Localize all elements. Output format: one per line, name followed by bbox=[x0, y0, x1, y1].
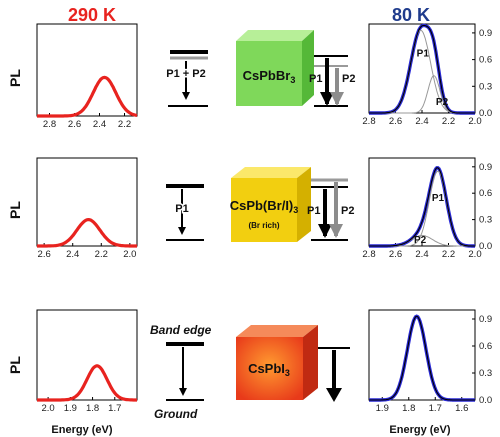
x-tick-label: 2.4 bbox=[415, 116, 428, 127]
material-label-row2: CsPb(Br/I)3 bbox=[230, 198, 299, 215]
chart-290k-row2: 2.6 2.4 2.2 2.0 bbox=[36, 157, 138, 260]
fit-component-p2 bbox=[369, 75, 475, 114]
x-tick-label: 2.8 bbox=[362, 249, 375, 260]
pl-curve-290k bbox=[37, 75, 138, 118]
chart-290k-row3: 2.0 1.9 1.8 1.7 bbox=[36, 309, 138, 414]
x-tick-label: 2.2 bbox=[118, 119, 131, 130]
x-tick-label: 1.8 bbox=[402, 403, 415, 414]
y-tick-label: 0.6 bbox=[479, 341, 492, 352]
x-tick-label: 2.4 bbox=[93, 119, 106, 130]
fit-total-80k bbox=[369, 315, 475, 401]
material-label-row1: CsPbBr3 bbox=[243, 68, 296, 85]
right-arrow-label-p2-row2: P2 bbox=[341, 205, 354, 217]
fit-total-80k bbox=[369, 24, 475, 114]
pl-label-row3: PL bbox=[7, 356, 23, 374]
y-tick-label: 0.0 bbox=[479, 395, 492, 406]
peak-label-p1: P1 bbox=[417, 49, 430, 60]
y-tick-label: 0.9 bbox=[479, 162, 492, 173]
chart-80k-row3: 1.9 1.8 1.7 1.6 0.0 0.3 0.6 0.9 bbox=[368, 309, 492, 414]
x-tick-label: 1.9 bbox=[376, 403, 389, 414]
x-tick-label: 2.6 bbox=[38, 249, 51, 260]
plot-frame bbox=[36, 23, 138, 117]
x-tick-label: 2.4 bbox=[415, 249, 428, 260]
band-edge-label: Band edge bbox=[150, 323, 212, 337]
left-level-diagram-row1 bbox=[168, 50, 208, 107]
plot-frame bbox=[36, 309, 138, 401]
y-tick-label: 0.0 bbox=[479, 241, 492, 252]
x-tick-label: 1.8 bbox=[86, 403, 99, 414]
left-arrow-label-row1: P1 + P2 bbox=[166, 68, 205, 80]
pl-label-row1: PL bbox=[7, 69, 23, 87]
x-axis-label-80k: Energy (eV) bbox=[389, 424, 450, 436]
right-arrow-label-p1-row2: P1 bbox=[307, 205, 320, 217]
x-tick-label: 2.6 bbox=[389, 249, 402, 260]
right-level-diagram-row3 bbox=[318, 347, 350, 402]
cube-cspbbr3 bbox=[236, 30, 314, 106]
chart-80k-row2: 2.8 2.6 2.4 2.2 2.00.0 0.3 0.6 0.9 P1 P2 bbox=[362, 157, 492, 260]
cube-cspbi3 bbox=[236, 325, 318, 400]
x-tick-label: 2.6 bbox=[68, 119, 81, 130]
left-level-diagram-row2 bbox=[166, 184, 204, 241]
header-80k: 80 K bbox=[392, 5, 430, 25]
x-tick-label: 1.7 bbox=[108, 403, 121, 414]
y-tick-label: 0.6 bbox=[479, 188, 492, 199]
y-tick-label: 0.6 bbox=[479, 55, 492, 66]
x-tick-label: 2.2 bbox=[442, 116, 455, 127]
x-tick-label: 2.2 bbox=[442, 249, 455, 260]
peak-label-p2: P2 bbox=[436, 97, 449, 108]
y-tick-label: 0.3 bbox=[479, 81, 492, 92]
pl-curve-290k bbox=[37, 364, 137, 402]
right-arrow-label-p2-row1: P2 bbox=[342, 73, 355, 85]
pl-label-row2: PL bbox=[7, 201, 23, 219]
y-tick-label: 0.0 bbox=[479, 108, 492, 119]
x-tick-label: 2.0 bbox=[468, 249, 481, 260]
header-290k: 290 K bbox=[68, 5, 116, 25]
y-tick-label: 0.3 bbox=[479, 215, 492, 226]
plot-frame bbox=[36, 157, 138, 247]
pl-curve-80k bbox=[369, 23, 475, 115]
ground-label: Ground bbox=[154, 407, 198, 421]
right-level-diagram-row2 bbox=[311, 178, 348, 241]
x-tick-label: 2.6 bbox=[389, 116, 402, 127]
x-tick-label: 1.6 bbox=[455, 403, 468, 414]
cube-cspbbri3 bbox=[231, 167, 311, 242]
left-level-diagram-row3 bbox=[166, 342, 204, 401]
left-arrow-label-row2: P1 bbox=[175, 203, 188, 215]
x-tick-label: 2.0 bbox=[468, 116, 481, 127]
x-tick-label: 2.2 bbox=[95, 249, 108, 260]
right-arrow-label-p1-row1: P1 bbox=[309, 73, 322, 85]
y-tick-label: 0.3 bbox=[479, 368, 492, 379]
material-note-row2: (Br rich) bbox=[248, 221, 279, 230]
chart-290k-row1: 2.8 2.6 2.4 2.2 bbox=[36, 23, 138, 130]
x-axis-label-290k: Energy (eV) bbox=[51, 424, 112, 436]
x-tick-label: 2.0 bbox=[123, 249, 136, 260]
x-tick-label: 2.0 bbox=[42, 403, 55, 414]
x-tick-label: 1.9 bbox=[64, 403, 77, 414]
x-tick-label: 2.4 bbox=[66, 249, 79, 260]
y-tick-label: 0.9 bbox=[479, 314, 492, 325]
pl-curve-290k bbox=[37, 217, 137, 248]
fit-total-80k bbox=[369, 167, 475, 247]
plot-frame bbox=[368, 309, 476, 401]
fit-component-p1 bbox=[369, 29, 475, 114]
x-tick-label: 2.8 bbox=[362, 116, 375, 127]
x-tick-label: 2.8 bbox=[43, 119, 56, 130]
peak-label-p1: P1 bbox=[432, 193, 445, 204]
chart-80k-row1: 2.8 2.6 2.4 2.2 2.00.0 0.3 0.6 0.9 P1 P2 bbox=[362, 23, 492, 127]
material-label-row3: CsPbI3 bbox=[248, 361, 290, 378]
plot-frame bbox=[368, 23, 476, 114]
peak-label-p2: P2 bbox=[414, 235, 427, 246]
right-level-diagram-row1 bbox=[314, 55, 348, 107]
x-tick-label: 1.7 bbox=[429, 403, 442, 414]
y-tick-label: 0.9 bbox=[479, 28, 492, 39]
